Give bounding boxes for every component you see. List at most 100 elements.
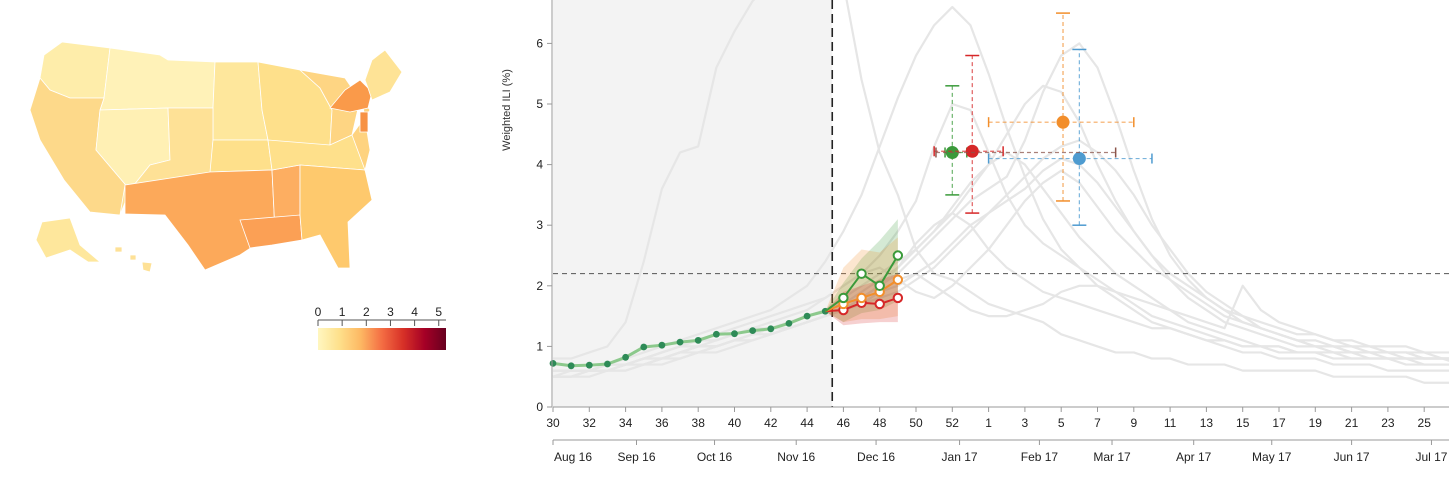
forecast-point <box>874 280 885 291</box>
peak-point <box>1072 152 1086 166</box>
x-tick-label: 17 <box>1272 416 1286 430</box>
observed-point <box>676 338 684 346</box>
state-texas-oklahoma[interactable] <box>124 169 276 271</box>
x-tick-label: 13 <box>1200 416 1214 430</box>
us-state-map: 0 1 2 3 4 5 <box>29 41 446 350</box>
y-tick-label: 3 <box>536 218 543 232</box>
legend-tick-label: 5 <box>435 305 442 319</box>
x-tick-label: 38 <box>692 416 706 430</box>
y-axis-label: Weighted ILI (%) <box>501 69 513 151</box>
x-tick-label: 21 <box>1345 416 1359 430</box>
legend-tick-label: 3 <box>387 305 394 319</box>
x-tick-label: 32 <box>583 416 597 430</box>
observed-point <box>767 325 775 333</box>
y-tick-label: 6 <box>536 36 543 50</box>
legend-tick-label: 0 <box>315 305 322 319</box>
x-tick-label: 30 <box>546 416 560 430</box>
x-tick-label: 9 <box>1130 416 1137 430</box>
month-tick-label: Aug 16 <box>554 450 592 464</box>
history-season-line <box>553 169 1449 372</box>
peak-point <box>965 144 979 158</box>
x-tick-label: 5 <box>1058 416 1065 430</box>
y-tick-label: 4 <box>536 158 543 172</box>
month-tick-label: Jan 17 <box>942 450 978 464</box>
observed-point <box>585 361 593 369</box>
observed-point <box>785 319 793 327</box>
observed-point <box>622 353 629 361</box>
x-tick-label: 25 <box>1418 416 1432 430</box>
forecast-point <box>838 292 849 304</box>
forecast-point <box>856 268 867 279</box>
history-season-line <box>553 139 1449 372</box>
x-tick-label: 23 <box>1381 416 1395 430</box>
peak-point <box>1056 115 1070 129</box>
month-tick-label: May 17 <box>1252 450 1292 464</box>
y-tick-label: 0 <box>536 400 543 414</box>
month-tick-label: Apr 17 <box>1176 450 1212 464</box>
state-regions <box>29 41 403 273</box>
past-region-rect <box>553 0 833 407</box>
state-new-england[interactable] <box>364 49 403 101</box>
forecast-point <box>856 292 867 304</box>
x-tick-label: 19 <box>1309 416 1323 430</box>
x-tick-label: 36 <box>655 416 669 430</box>
state-alaska[interactable] <box>35 217 102 263</box>
y-tick-label: 2 <box>536 279 543 293</box>
history-season-line <box>553 272 1449 378</box>
forecast-point <box>892 274 904 285</box>
history-season-line <box>553 0 1449 384</box>
observed-point <box>694 336 702 344</box>
x-tick-label: 34 <box>619 416 633 430</box>
observed-point <box>712 330 720 338</box>
observed-line <box>552 309 826 368</box>
state-southeast[interactable] <box>299 164 373 269</box>
history-season-line <box>553 157 1449 372</box>
state-louisiana[interactable] <box>239 214 303 249</box>
state-southwest[interactable] <box>119 107 214 216</box>
observed-point <box>567 362 575 370</box>
state-hawaii[interactable] <box>114 246 153 273</box>
observed-point <box>549 359 557 367</box>
state-new-jersey[interactable] <box>359 111 369 133</box>
observed-point <box>731 330 738 338</box>
x-tick-label: 3 <box>1022 416 1029 430</box>
y-tick-label: 1 <box>536 339 543 353</box>
month-tick-label: Jul 17 <box>1415 450 1447 464</box>
x-tick-label: 11 <box>1164 416 1177 430</box>
forecast-point <box>892 292 904 304</box>
observed-point <box>640 343 648 351</box>
legend-color-ramp <box>318 328 446 350</box>
observed-series <box>549 307 829 370</box>
x-tick-label: 46 <box>837 416 851 430</box>
month-tick-label: Nov 16 <box>777 450 815 464</box>
month-tick-label: Sep 16 <box>617 450 655 464</box>
x-axis-months: Aug 16 Sep 16 Oct 16 Nov 16 Dec 16 Jan 17 Feb … <box>552 439 1449 464</box>
x-tick-label: 44 <box>800 416 814 430</box>
x-tick-label: 7 <box>1094 416 1101 430</box>
x-tick-label: 42 <box>764 416 778 430</box>
legend-ticks: 0 1 2 3 4 5 <box>315 305 442 326</box>
x-tick-label: 1 <box>985 416 992 430</box>
y-axis: 0 1 2 3 4 5 6 <box>536 0 553 414</box>
month-tick-label: Mar 17 <box>1093 450 1131 464</box>
legend-tick-label: 4 <box>411 305 418 319</box>
history-season-line <box>553 84 1449 372</box>
legend-tick-label: 1 <box>339 305 346 319</box>
x-tick-label: 48 <box>873 416 887 430</box>
x-tick-label: 15 <box>1236 416 1250 430</box>
observed-point <box>658 341 666 349</box>
x-axis-weeks: 30 32 34 36 38 40 42 44 46 48 50 52 1 3 5 7 9 11 13 15 17 19 2… <box>546 406 1449 430</box>
past-weeks-shade <box>553 0 833 407</box>
observed-point <box>749 327 757 335</box>
observed-point <box>803 312 811 320</box>
month-tick-label: Dec 16 <box>857 450 895 464</box>
observed-point <box>604 360 611 368</box>
month-tick-label: Oct 16 <box>697 450 733 464</box>
month-tick-label: Feb 17 <box>1021 450 1059 464</box>
y-tick-label: 5 <box>536 97 543 111</box>
x-tick-label: 50 <box>909 416 923 430</box>
legend-tick-label: 2 <box>363 305 370 319</box>
x-tick-label: 40 <box>728 416 742 430</box>
month-tick-label: Jun 17 <box>1334 450 1370 464</box>
